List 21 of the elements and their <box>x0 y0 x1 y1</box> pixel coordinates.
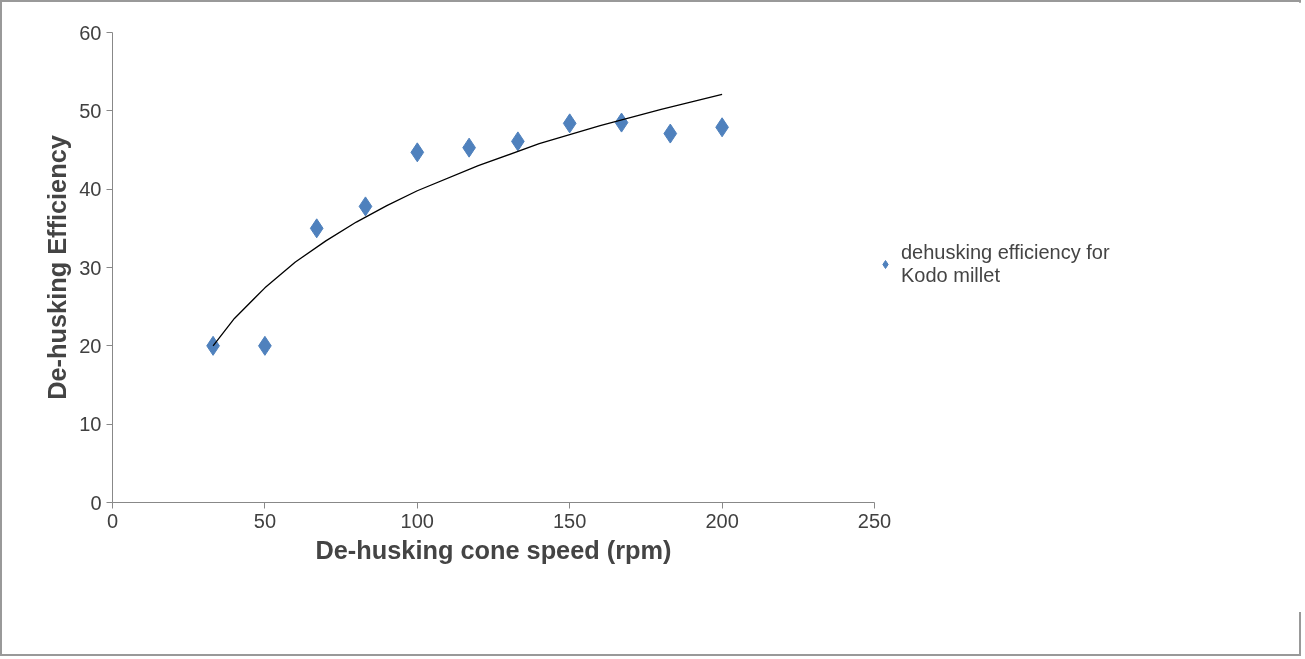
x-tick-label: 100 <box>400 509 434 532</box>
x-tick-label: 50 <box>253 509 277 532</box>
y-tick-label: 20 <box>79 334 102 357</box>
point <box>663 123 678 144</box>
x-axis-title: De-husking cone speed (rpm) <box>315 535 672 564</box>
legend-label: dehusking efficiency for Kodo millet <box>901 241 1110 287</box>
y-tick-label: 50 <box>79 99 102 122</box>
y-tick-label: 60 <box>79 21 102 44</box>
x-tick-label: 150 <box>553 509 587 532</box>
point <box>562 113 577 134</box>
y-axis-title: De-husking Efficiency <box>43 135 72 400</box>
y-tick-label: 30 <box>79 256 102 279</box>
x-tick-label: 200 <box>705 509 739 532</box>
y-tick-label: 0 <box>90 491 102 514</box>
point <box>358 196 373 217</box>
x-tick-label: 250 <box>857 509 892 532</box>
y-tick-label: 40 <box>79 178 102 201</box>
point <box>410 142 425 163</box>
point <box>309 218 324 239</box>
x-tick-label: 0 <box>106 509 119 532</box>
y-tick-label: 10 <box>79 413 102 436</box>
